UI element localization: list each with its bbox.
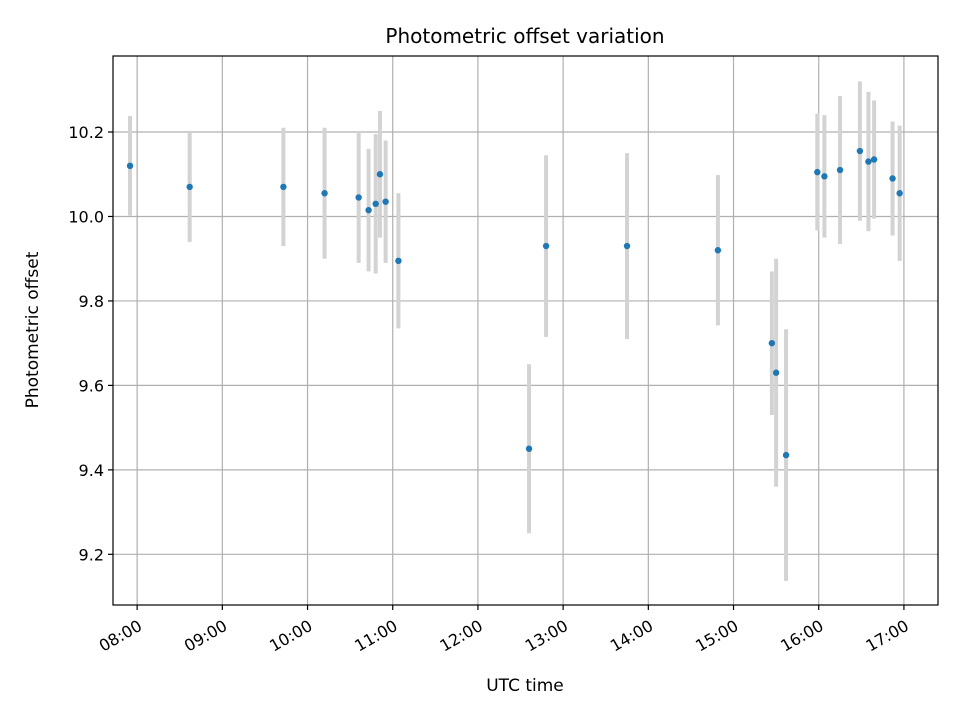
- data-point: [814, 168, 821, 176]
- y-axis-label: Photometric offset: [23, 251, 43, 408]
- y-tick-label: 9.6: [79, 376, 104, 395]
- data-point: [372, 200, 379, 208]
- plot-area-frame: [112, 55, 939, 606]
- y-tick-label: 9.8: [79, 292, 104, 311]
- y-tick-label: 9.2: [79, 545, 104, 564]
- data-point: [525, 445, 533, 452]
- data-point: [714, 247, 722, 254]
- data-point: [126, 162, 134, 169]
- data-point: [321, 190, 328, 197]
- data-point: [768, 339, 776, 347]
- data-point: [821, 173, 828, 180]
- y-tick-label: 10.2: [68, 123, 104, 142]
- y-axis-ticks: 9.2 9.4 9.6 9.8 10.0 10.2: [68, 123, 113, 564]
- data-point: [836, 166, 844, 174]
- data-point: [623, 242, 631, 250]
- data-point: [355, 194, 362, 201]
- data-point: [395, 257, 402, 265]
- data-point: [542, 242, 550, 250]
- data-point: [365, 206, 372, 214]
- grid: [113, 56, 938, 605]
- data-point: [856, 147, 864, 155]
- data-point: [865, 158, 872, 165]
- data-point: [772, 369, 780, 376]
- y-tick-label: 9.4: [79, 461, 104, 480]
- data-point: [186, 183, 193, 191]
- data-point: [382, 198, 389, 205]
- data-point: [889, 175, 896, 182]
- data-point: [870, 156, 878, 163]
- data-point: [782, 451, 790, 459]
- chart-title: Photometric offset variation: [385, 24, 664, 48]
- data-points: [126, 147, 903, 459]
- data-point: [896, 190, 903, 197]
- data-point: [376, 171, 384, 178]
- y-tick-label: 10.0: [68, 207, 104, 226]
- x-axis-label: UTC time: [486, 676, 564, 696]
- data-point: [280, 183, 287, 191]
